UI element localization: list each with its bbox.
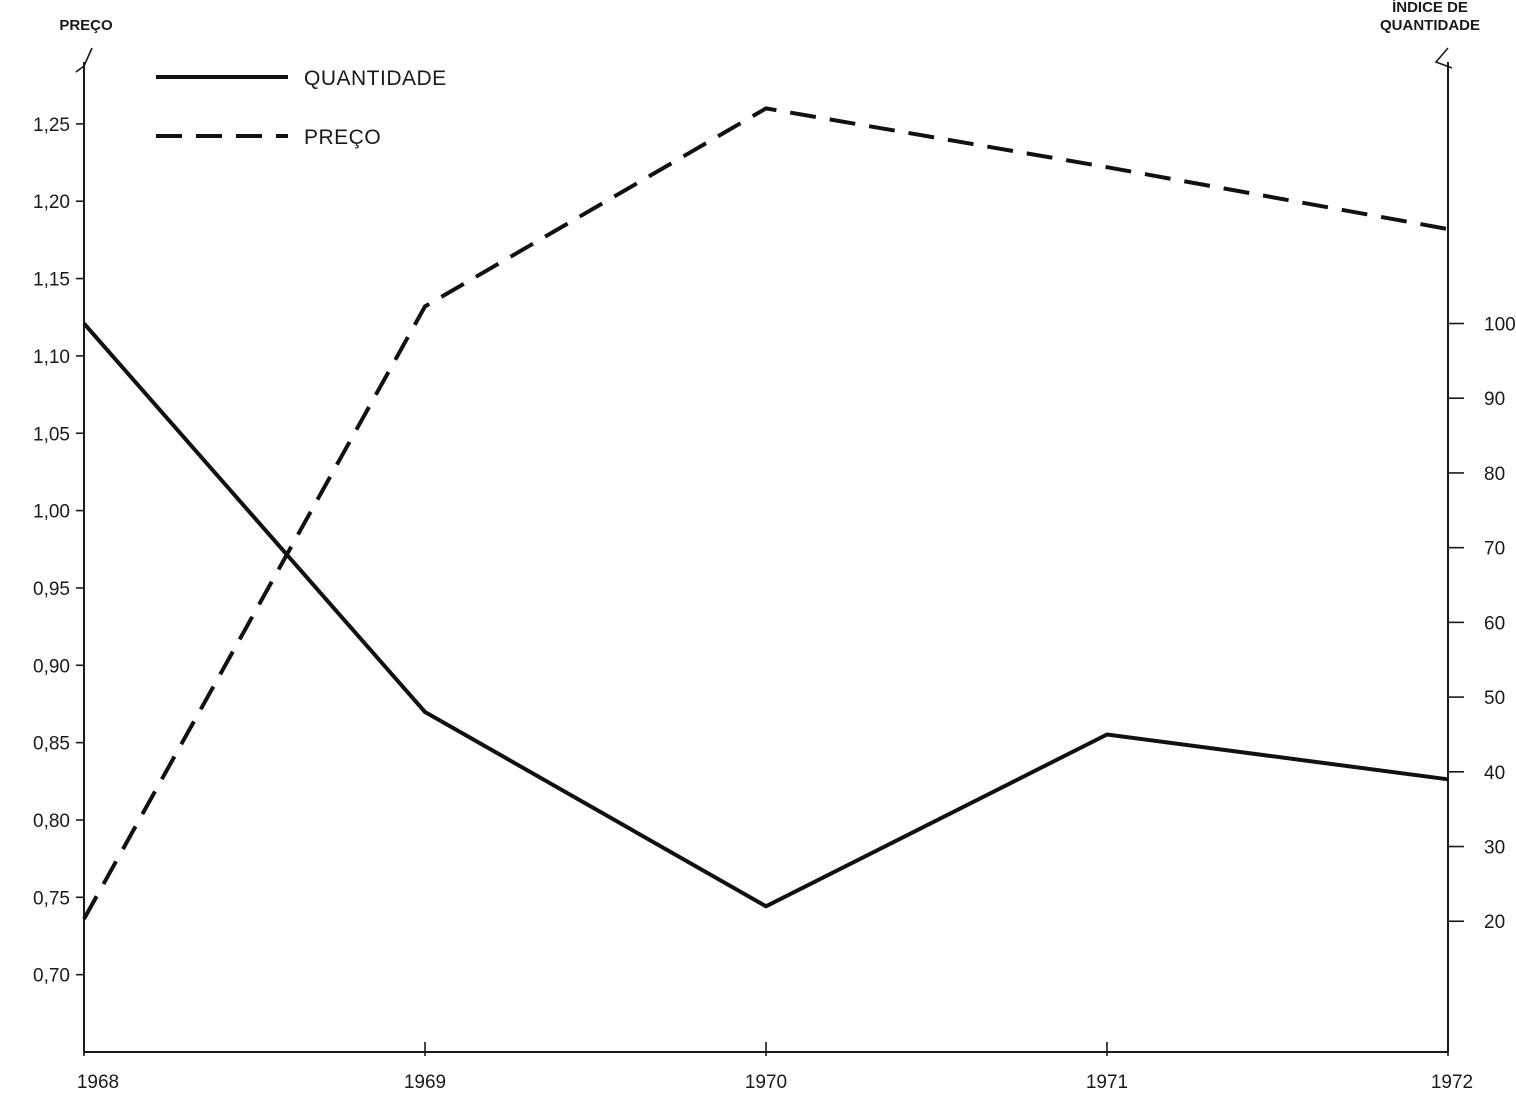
left-tick-label: 1,10 — [33, 347, 70, 368]
right-tick-label: 90 — [1484, 389, 1505, 410]
series-line-preo — [82, 106, 1449, 920]
left-tick-label: 1,25 — [33, 115, 70, 136]
right-axis-ticks: 20 30 40 50 60 70 80 90 100 — [1448, 315, 1516, 933]
right-tick-label: 50 — [1484, 688, 1505, 709]
right-axis-arrow-icon — [1434, 47, 1453, 69]
right-tick-label: 20 — [1484, 912, 1505, 933]
left-axis-ticks: 0,70 0,75 0,80 0,85 0,90 0,95 1,00 1,05 1,10 1,15… — [33, 115, 84, 987]
right-tick-label: 30 — [1484, 838, 1505, 859]
left-tick-label: 0,75 — [33, 888, 70, 909]
x-tick-label: 1968 — [77, 1072, 119, 1093]
series-lines — [82, 106, 1449, 920]
legend: QUANTIDADE PREÇO — [156, 67, 447, 149]
right-tick-label: 100 — [1484, 315, 1516, 336]
legend-label-quantidade: QUANTIDADE — [304, 67, 447, 90]
left-axis-title: PREÇO — [59, 17, 113, 34]
right-tick-label: 80 — [1484, 464, 1505, 485]
x-axis-ticks: 1968 1969 1970 1971 1972 — [77, 1042, 1473, 1093]
left-tick-label: 1,15 — [33, 270, 70, 291]
right-axis-title-line1: ÍNDICE DE — [1392, 0, 1468, 16]
left-tick-label: 1,20 — [33, 192, 70, 213]
right-tick-label: 40 — [1484, 763, 1505, 784]
x-tick-label: 1969 — [404, 1072, 446, 1093]
left-tick-label: 0,90 — [33, 656, 70, 677]
series-line-quantidade — [82, 322, 1449, 909]
left-tick-label: 0,70 — [33, 966, 70, 987]
left-axis-arrow-icon — [75, 47, 93, 73]
left-tick-label: 1,05 — [33, 424, 70, 445]
left-tick-label: 0,95 — [33, 579, 70, 600]
left-tick-label: 0,80 — [33, 811, 70, 832]
legend-label-preco: PREÇO — [304, 126, 381, 149]
right-tick-label: 70 — [1484, 539, 1505, 560]
right-axis-title-line2: QUANTIDADE — [1380, 17, 1480, 34]
right-tick-label: 60 — [1484, 613, 1505, 634]
x-tick-label: 1972 — [1431, 1072, 1473, 1093]
left-tick-label: 1,00 — [33, 502, 70, 523]
x-tick-label: 1971 — [1086, 1072, 1128, 1093]
left-tick-label: 0,85 — [33, 734, 70, 755]
x-tick-label: 1970 — [745, 1072, 787, 1093]
